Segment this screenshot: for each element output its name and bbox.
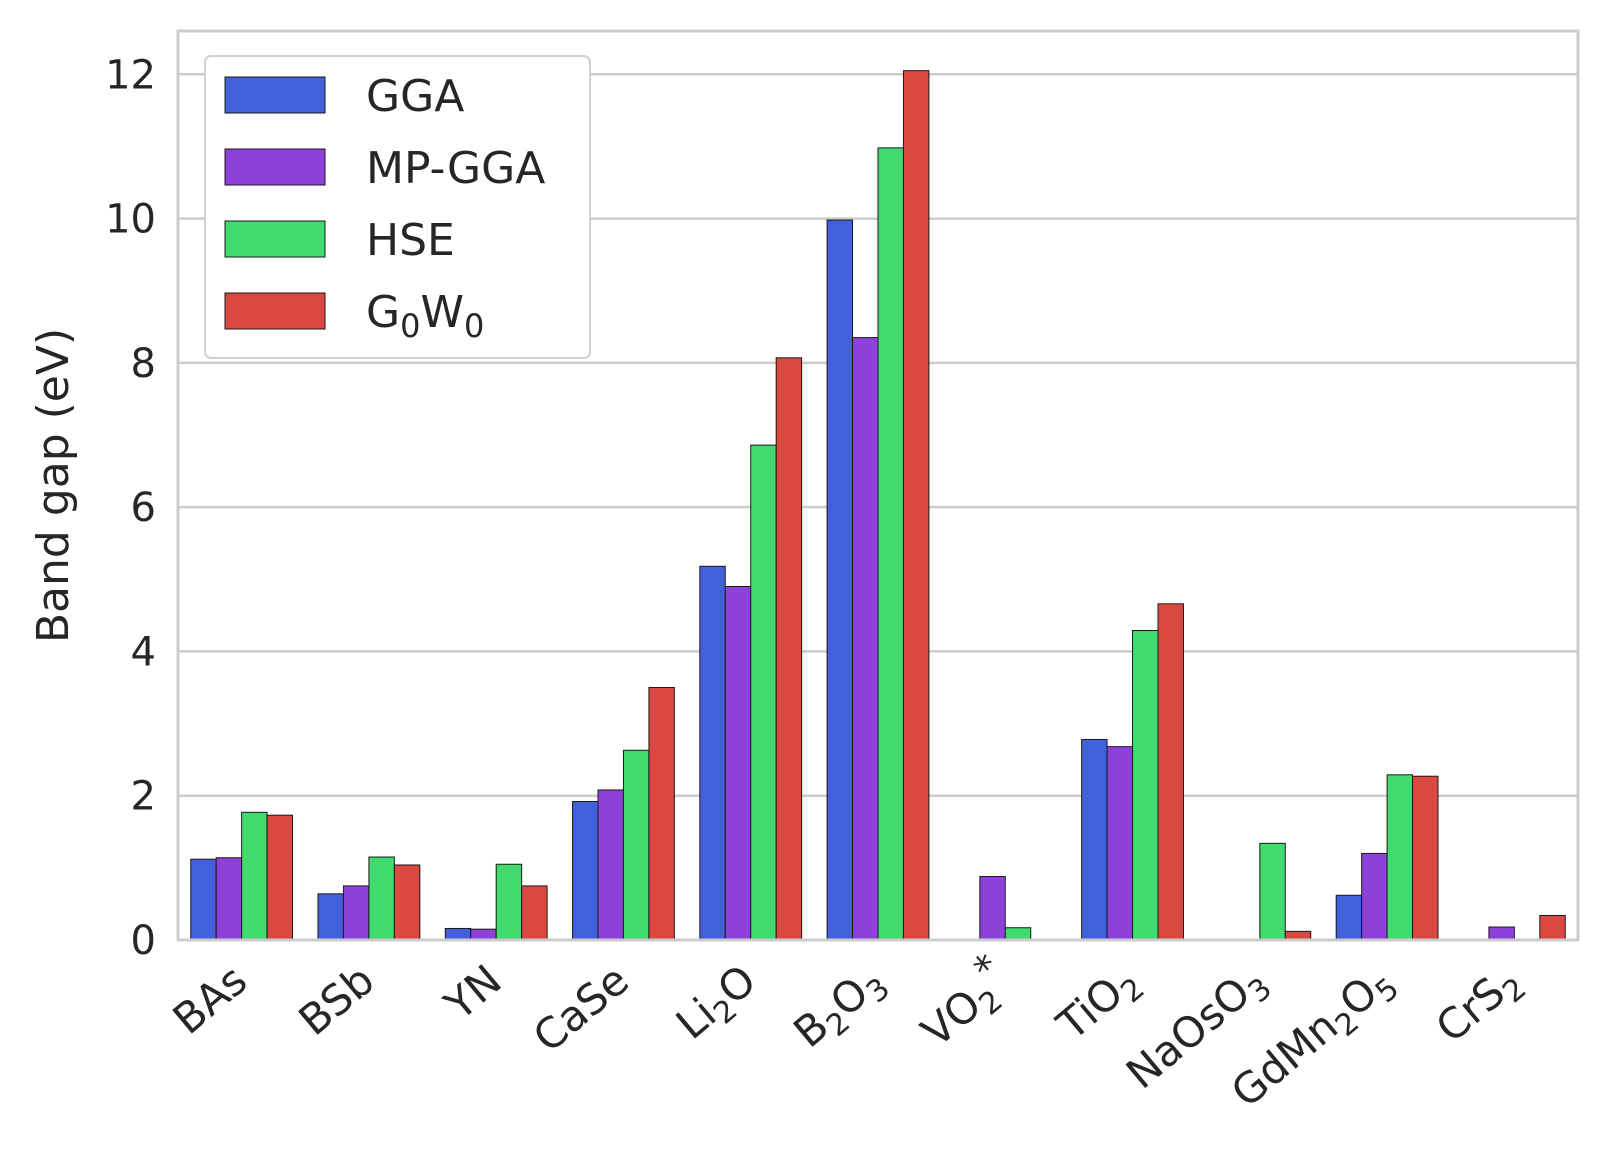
bar-mp-gga-b2o3 [852, 337, 879, 941]
legend-label: G0W0 [366, 287, 484, 345]
bar-mp-gga-li2o [724, 586, 752, 941]
x-tick-label: B2O3 [784, 955, 897, 1062]
bar-gga-b2o3 [826, 219, 854, 941]
bar-hse-tio2 [1132, 630, 1159, 941]
bar-g0w0-crs2 [1539, 914, 1566, 941]
bar-hse-li2o [750, 444, 777, 941]
bar-mp-gga-case [597, 789, 624, 941]
y-tick-label: 0 [131, 918, 156, 964]
bar-mp-gga-vo2 [979, 876, 1006, 941]
bar-hse-bas [241, 811, 268, 941]
bar-gga-gdmn2o5 [1335, 894, 1363, 941]
bar-gga-case [572, 800, 599, 941]
legend-label: GGA [366, 71, 464, 122]
x-tick-label: CaSe [524, 955, 638, 1062]
plot-frame [176, 29, 1580, 942]
legend-swatch [224, 76, 326, 114]
bar-gga-li2o [699, 565, 726, 941]
bar-gga-tio2 [1081, 738, 1108, 941]
y-tick-label: 6 [131, 485, 156, 531]
legend: GGA MP-GGA HSE G0W0 [204, 55, 591, 359]
y-tick-label: 10 [105, 197, 156, 243]
bar-hse-gdmn2o5 [1386, 774, 1414, 941]
y-axis-label: Band gap (eV) [28, 328, 79, 643]
bar-gga-yn [444, 927, 472, 941]
bar-hse-case [622, 749, 650, 941]
bar-gga-bsb [317, 893, 344, 941]
bar-mp-gga-tio2 [1106, 746, 1134, 941]
legend-label: HSE [366, 215, 455, 266]
bar-mp-gga-crs2 [1488, 926, 1515, 941]
bar-g0w0-li2o [775, 357, 803, 941]
legend-swatch [224, 148, 326, 186]
legend-swatch [224, 292, 326, 330]
bar-gga-bas [190, 858, 217, 941]
bar-hse-bsb [368, 856, 395, 941]
x-tick-label: Li2O [667, 955, 770, 1054]
bar-mp-gga-bas [215, 857, 243, 941]
y-tick-label: 2 [131, 774, 156, 820]
bar-g0w0-bsb [393, 864, 421, 941]
y-tick-label: 8 [131, 341, 156, 387]
bar-hse-naoso3 [1259, 842, 1286, 941]
legend-box [204, 55, 591, 359]
bar-mp-gga-bsb [342, 885, 370, 941]
bar-mp-gga-gdmn2o5 [1361, 852, 1388, 941]
y-tick-labels: 0 2 4 6 8 10 12 [105, 52, 156, 964]
bar-hse-yn [495, 863, 523, 941]
bar-g0w0-b2o3 [902, 70, 930, 941]
bar-g0w0-case [648, 687, 675, 941]
bar-mp-gga-yn [470, 928, 497, 941]
x-tick-label: BAs [164, 955, 256, 1044]
bar-hse-b2o3 [877, 147, 904, 941]
legend-swatch [224, 220, 326, 258]
bar-g0w0-gdmn2o5 [1412, 775, 1439, 941]
y-tick-label: 12 [105, 52, 156, 98]
bar-g0w0-bas [266, 814, 294, 941]
x-tick-label: TiO2 [1047, 955, 1151, 1055]
x-tick-label: CrS2 [1427, 955, 1534, 1057]
bar-g0w0-yn [521, 885, 548, 941]
x-tick-label: BSb [289, 955, 383, 1045]
bar-hse-vo2 [1004, 927, 1032, 941]
bars [190, 70, 1566, 941]
legend-label: MP-GGA [366, 143, 545, 194]
y-tick-label: 4 [131, 629, 156, 675]
x-tick-label: VO2* [904, 945, 1024, 1062]
x-tick-label: YN [435, 955, 511, 1030]
bar-g0w0-tio2 [1157, 603, 1184, 941]
